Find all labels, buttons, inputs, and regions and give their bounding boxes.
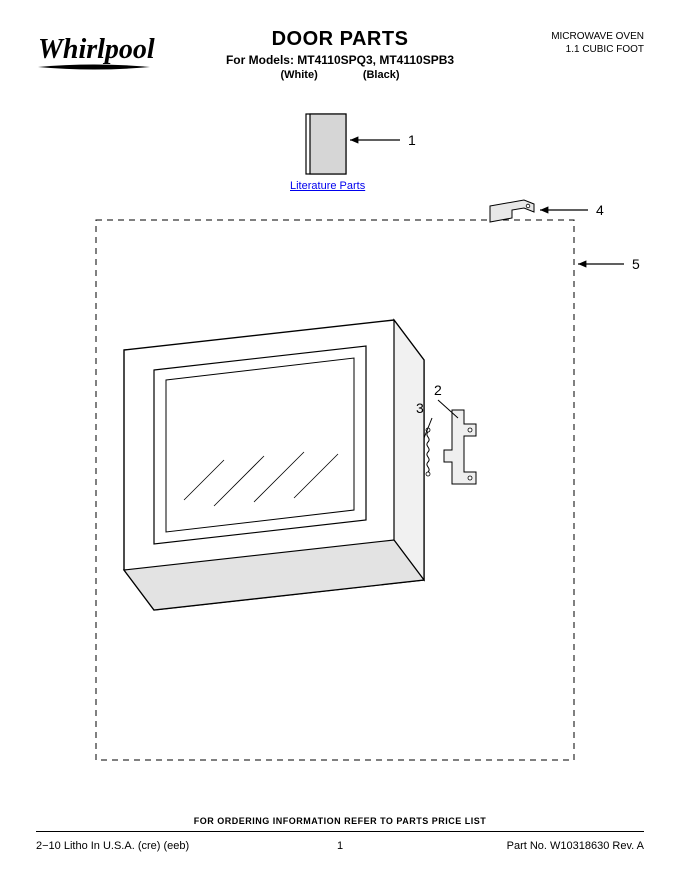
callout-5: 5 [632,256,640,272]
page: Whirlpool DOOR PARTS For Models: MT4110S… [0,0,680,880]
callout-3: 3 [416,400,424,416]
footer-page-no: 1 [337,840,343,852]
colors-line: (White) (Black) [0,69,680,81]
footer-left: 2−10 Litho In U.S.A. (cre) (eeb) [36,840,189,852]
color-white-label: (White) [280,69,317,81]
callout-2: 2 [434,382,442,398]
literature-parts-link[interactable]: Literature Parts [290,180,365,192]
corner-line2: 1.1 CUBIC FOOT [551,43,644,56]
diagram-illustration [0,100,680,780]
footer-rule [36,831,644,832]
diagram-area: Literature Parts 1 2 3 4 5 [0,100,680,780]
corner-note: MICROWAVE OVEN 1.1 CUBIC FOOT [551,30,644,56]
footer-ordering: FOR ORDERING INFORMATION REFER TO PARTS … [194,816,487,826]
callout-1: 1 [408,132,416,148]
callout-4: 4 [596,202,604,218]
color-black-label: (Black) [363,69,400,81]
corner-line1: MICROWAVE OVEN [551,30,644,43]
footer-partno: Part No. W10318630 Rev. A [507,840,644,852]
